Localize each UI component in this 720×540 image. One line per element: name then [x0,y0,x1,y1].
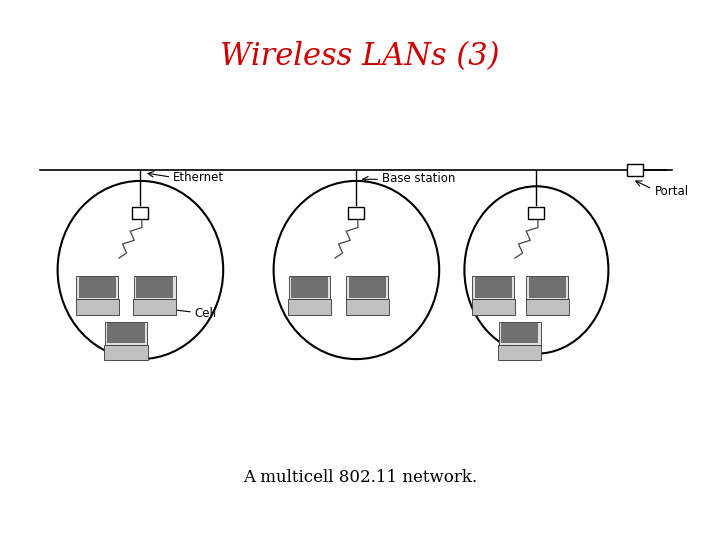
Bar [501,323,539,343]
Bar [348,277,386,298]
Bar [289,275,330,299]
Bar [134,275,176,299]
Bar [474,277,512,298]
Bar [526,275,568,299]
Text: Wireless LANs (3): Wireless LANs (3) [220,41,500,72]
Bar [528,207,544,219]
Bar [526,299,569,314]
Text: Ethernet: Ethernet [173,171,224,184]
Bar [132,207,148,219]
Bar [76,299,119,314]
Bar [76,275,118,299]
Bar [346,275,388,299]
Bar [528,277,566,298]
Bar [105,322,147,345]
Text: Cell: Cell [194,307,217,320]
Bar [472,299,515,314]
Bar [627,164,643,176]
Bar [498,345,541,361]
Bar [104,345,148,361]
Bar [348,207,364,219]
Bar [107,323,145,343]
Bar [133,299,176,314]
Text: Base station: Base station [382,172,455,185]
Bar [288,299,331,314]
Bar [472,275,514,299]
Bar [291,277,328,298]
Bar [346,299,389,314]
Text: A multicell 802.11 network.: A multicell 802.11 network. [243,469,477,487]
Bar [78,277,116,298]
Bar [136,277,174,298]
Bar [499,322,541,345]
Text: Portal: Portal [655,185,689,198]
